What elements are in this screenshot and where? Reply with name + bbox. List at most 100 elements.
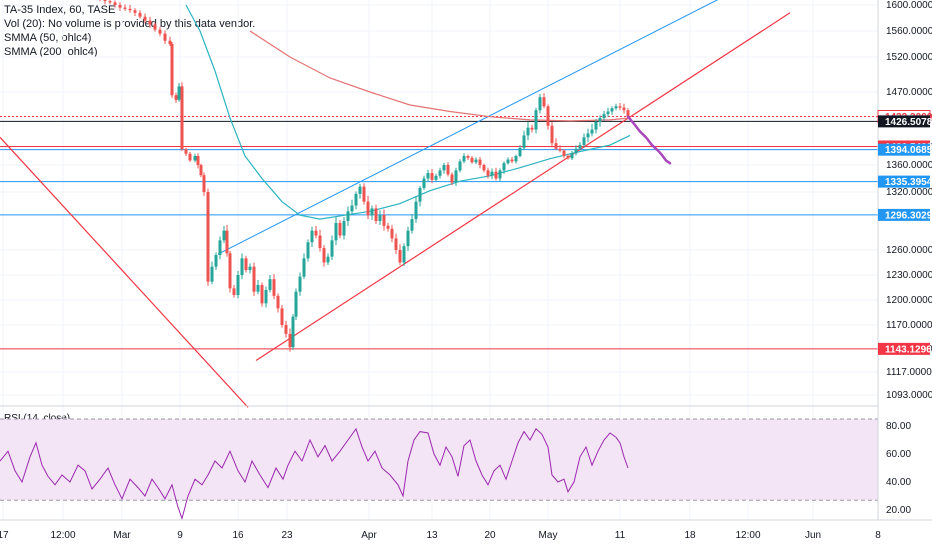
candle-body bbox=[610, 108, 614, 112]
candle-body bbox=[482, 165, 486, 171]
candle-body bbox=[490, 171, 494, 176]
candle-body bbox=[177, 86, 181, 100]
candle-body bbox=[362, 186, 366, 202]
candle-body bbox=[272, 279, 276, 296]
candle-body bbox=[614, 106, 618, 109]
candle-body bbox=[606, 111, 610, 115]
rsi-tick-label: 40.00 bbox=[886, 477, 911, 488]
candle-body bbox=[434, 175, 438, 180]
candle-body bbox=[390, 228, 394, 239]
candle-body bbox=[622, 107, 626, 111]
candle-body bbox=[510, 159, 514, 162]
price-tick-label: 1560.0000 bbox=[886, 26, 932, 37]
candle-body bbox=[382, 215, 386, 226]
candle-body bbox=[264, 290, 268, 304]
candle-body bbox=[470, 157, 474, 163]
candle-body bbox=[302, 258, 306, 277]
candle-body bbox=[153, 24, 157, 30]
candle-body bbox=[562, 150, 566, 156]
candle-body bbox=[158, 29, 162, 34]
channel-support-line bbox=[255, 12, 791, 362]
candle-body bbox=[474, 159, 478, 163]
candle-body bbox=[350, 205, 354, 212]
price-level-badge bbox=[878, 208, 930, 221]
candle-body bbox=[418, 187, 422, 202]
candle-body bbox=[193, 156, 197, 161]
candle-body bbox=[330, 240, 334, 257]
time-tick-label: 12:00 bbox=[50, 530, 75, 541]
price-tick-label: 1230.0000 bbox=[886, 270, 932, 281]
time-tick-label: Mar bbox=[113, 530, 131, 541]
candle-body bbox=[318, 235, 322, 249]
candle-body bbox=[366, 201, 370, 216]
price-tick-label: 1117.0000 bbox=[886, 367, 932, 378]
price-level-badge bbox=[878, 143, 930, 156]
time-tick-label: 9 bbox=[177, 530, 183, 541]
candle-body bbox=[574, 148, 578, 154]
candle-body bbox=[578, 145, 582, 149]
candle-body bbox=[414, 201, 418, 220]
price-tick-label: 1170.0000 bbox=[886, 320, 932, 331]
price-level-label: 1143.1296 bbox=[885, 344, 932, 355]
candle-body bbox=[386, 225, 390, 229]
time-tick-label: 12:00 bbox=[735, 530, 760, 541]
rsi-pane bbox=[0, 405, 878, 521]
candle-body bbox=[260, 285, 264, 304]
candle-body bbox=[454, 170, 458, 183]
candle-body bbox=[618, 106, 622, 108]
candle-body bbox=[188, 153, 192, 161]
candle-body bbox=[214, 255, 218, 267]
candle-body bbox=[180, 86, 184, 150]
candle-body bbox=[202, 175, 206, 192]
candle-body bbox=[133, 10, 137, 13]
trend-lines bbox=[0, 0, 791, 408]
candle-body bbox=[123, 7, 127, 9]
candle-body bbox=[346, 211, 350, 221]
candle-body bbox=[225, 230, 229, 254]
candle-body bbox=[222, 230, 226, 241]
candle-body bbox=[256, 285, 260, 292]
candle-body bbox=[268, 279, 272, 290]
time-tick-label: 23 bbox=[281, 530, 293, 541]
price-tick-label: 1260.0000 bbox=[886, 245, 932, 256]
candle-body bbox=[374, 208, 378, 221]
candle-body bbox=[354, 193, 358, 206]
candle-body bbox=[199, 165, 203, 176]
candle-body bbox=[252, 266, 256, 292]
price-tick-label: 1200.0000 bbox=[886, 295, 932, 306]
candle-body bbox=[276, 295, 280, 309]
candle-body bbox=[196, 156, 200, 165]
candle-body bbox=[522, 135, 526, 148]
price-tick-label: 1360.0000 bbox=[886, 160, 932, 171]
price-level-label: 1426.5078 bbox=[885, 117, 932, 128]
candle-body bbox=[442, 165, 446, 171]
candle-body bbox=[450, 174, 454, 183]
time-tick-label: Apr bbox=[361, 530, 377, 541]
candle-body bbox=[466, 156, 470, 158]
candle-body bbox=[370, 208, 374, 216]
candle-body bbox=[148, 20, 152, 25]
forecast-line bbox=[626, 115, 672, 165]
candle-body bbox=[314, 230, 318, 236]
rsi-tick-label: 20.00 bbox=[886, 505, 911, 516]
candle-body bbox=[494, 171, 498, 179]
candle-body bbox=[534, 110, 538, 130]
candle-body bbox=[422, 178, 426, 188]
legend-volume: Vol (20): No volume is provided by this … bbox=[4, 18, 256, 30]
candle-body bbox=[163, 33, 167, 41]
time-tick-label: Jun bbox=[805, 530, 821, 541]
time-tick-label: 8 bbox=[875, 530, 881, 541]
smma50-line bbox=[185, 4, 631, 220]
candle-body bbox=[586, 133, 590, 138]
candle-body bbox=[598, 118, 602, 122]
time-tick-label: 16 bbox=[232, 530, 244, 541]
candle-body bbox=[526, 127, 530, 136]
time-tick-label: May bbox=[539, 530, 558, 541]
time-tick-label: 11 bbox=[615, 530, 626, 541]
candle-body bbox=[240, 258, 244, 275]
candle-body bbox=[298, 276, 302, 292]
candle-body bbox=[550, 125, 554, 144]
candle-body bbox=[322, 248, 326, 263]
time-tick-label: 13 bbox=[426, 530, 438, 541]
